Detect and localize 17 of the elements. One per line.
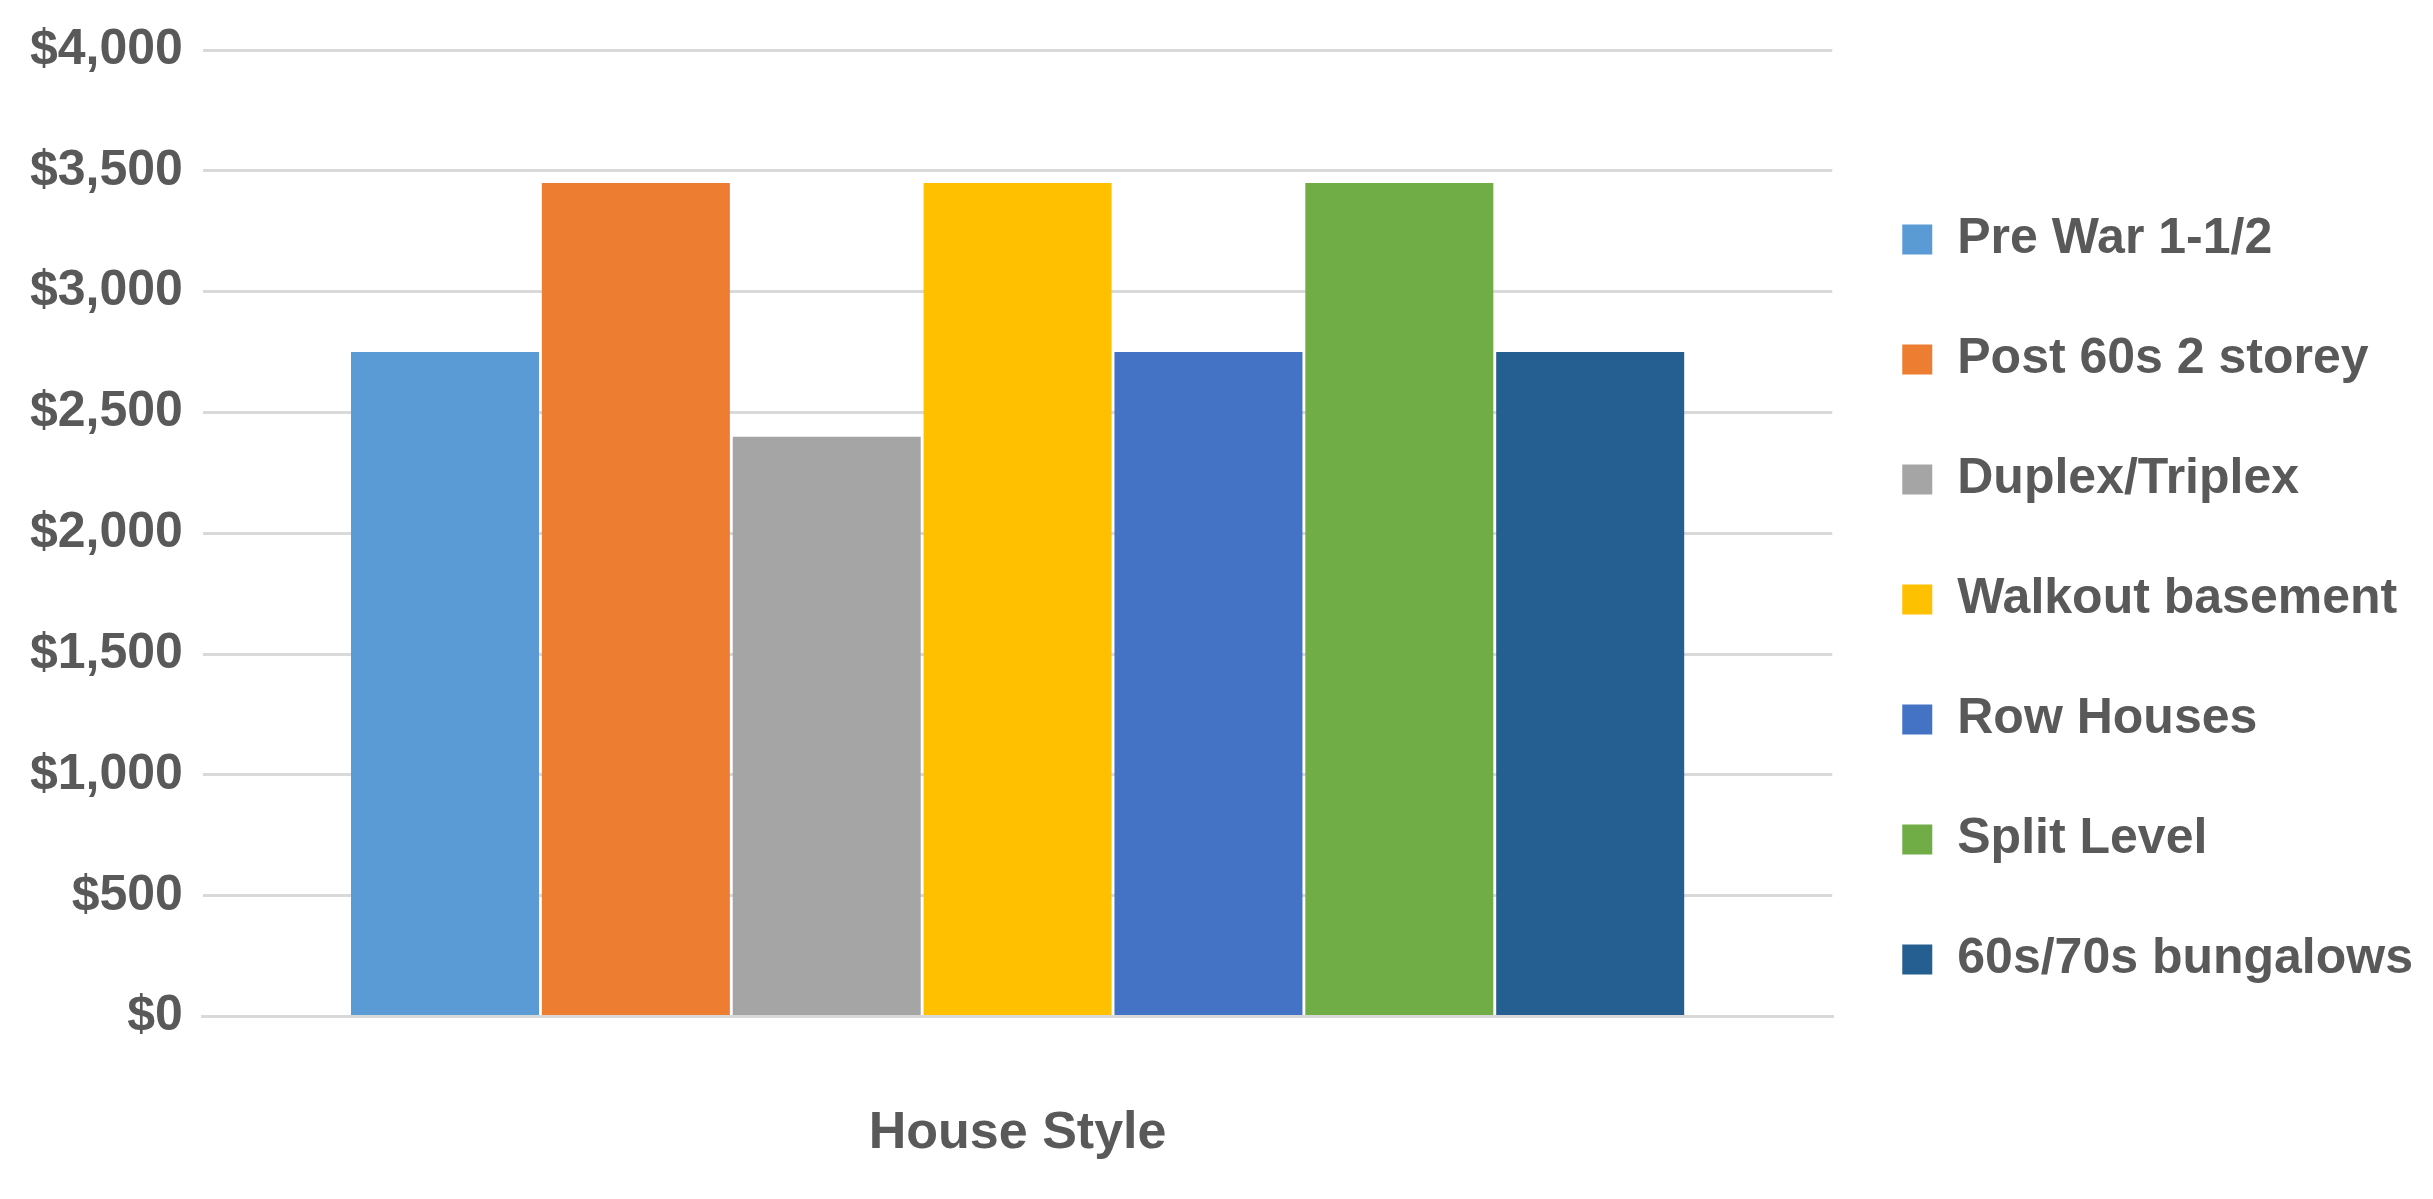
legend-label: Walkout basement [1957,568,2398,625]
legend-label: 60s/70s bungalows [1957,928,2414,985]
y-tick-label: $1,500 [29,622,183,679]
legend-label: Duplex/Triplex [1957,448,2300,505]
y-tick-label: $500 [71,864,183,921]
y-tick-label: $1,000 [29,743,183,800]
legend-label: Pre War 1-1/2 [1957,208,2273,265]
legend-label: Post 60s 2 storey [1957,328,2369,385]
y-tick-label: $2,000 [29,502,183,559]
x-axis-title: House Style [868,1101,1167,1160]
legend-label: Split Level [1957,808,2208,865]
y-tick-label: $4,000 [29,18,183,75]
y-tick-label: $3,500 [29,139,183,196]
legend-label: Row Houses [1957,688,2258,745]
y-tick-label: $2,500 [29,381,183,438]
y-tick-label: $3,000 [29,260,183,317]
y-tick-label: $0 [127,985,183,1042]
